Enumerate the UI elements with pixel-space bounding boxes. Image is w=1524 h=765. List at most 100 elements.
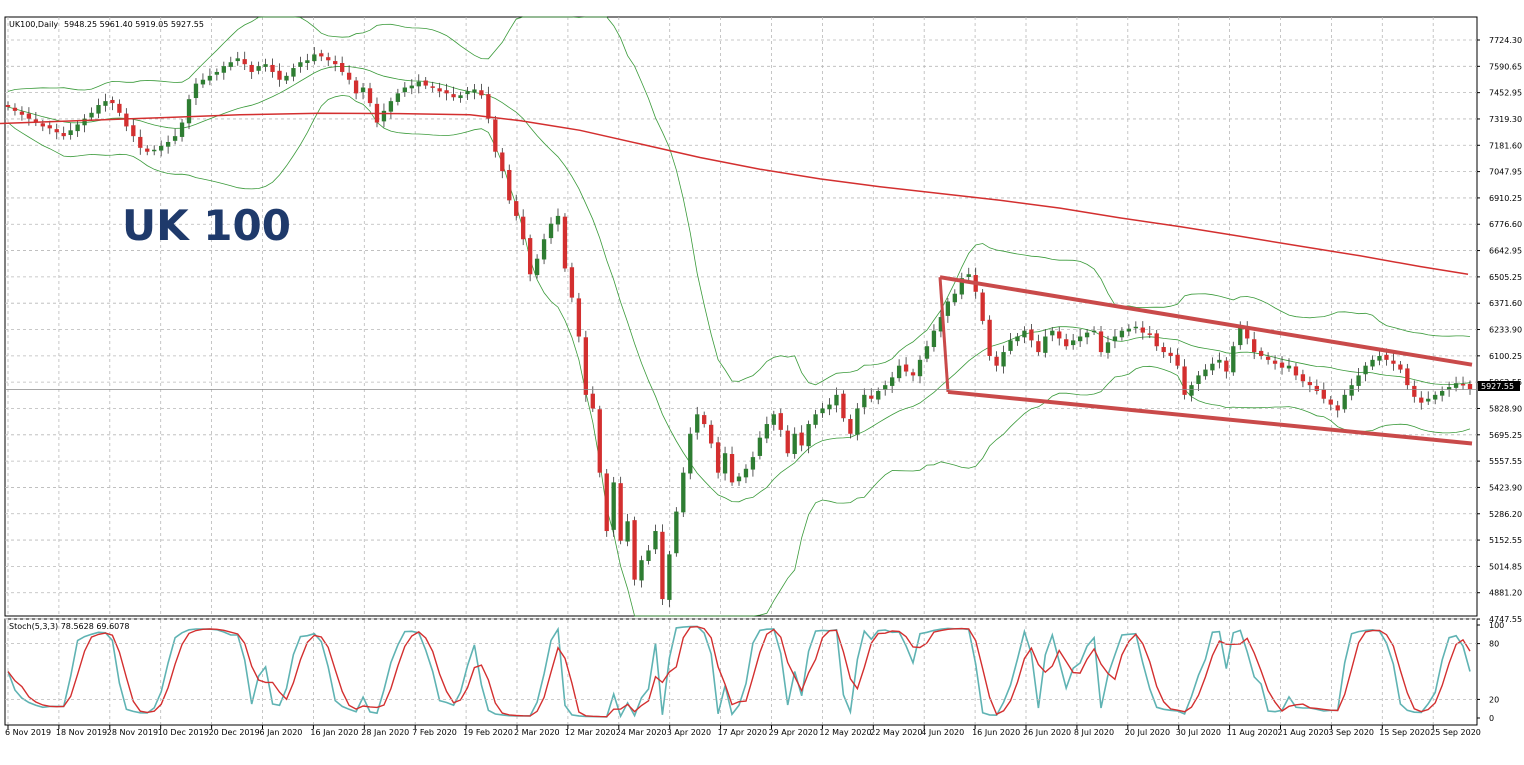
candle-bull: [416, 81, 421, 87]
candle-bear: [632, 520, 637, 580]
candle-bear: [444, 90, 449, 94]
time-tick-label: 19 Feb 2020: [463, 728, 513, 737]
stoch-axis: 100 80 20 0: [5, 621, 1504, 723]
price-tick-label: 6505.25: [1489, 273, 1522, 282]
price-tick-label: 6776.60: [1489, 220, 1522, 229]
price-tick-label: 5286.20: [1489, 510, 1522, 519]
candle-bull: [555, 215, 561, 225]
candle-bull: [966, 274, 971, 277]
candle-bull: [827, 404, 832, 410]
candle-bull: [395, 93, 401, 102]
candle-bear: [326, 57, 331, 61]
candle-bear: [660, 531, 665, 600]
candle-bull: [792, 433, 797, 454]
time-tick-label: 29 Apr 2020: [769, 728, 818, 737]
candle-bear: [1029, 329, 1034, 341]
candle-bear: [590, 393, 595, 409]
candle-bull: [1126, 328, 1132, 332]
candle-bear: [145, 148, 150, 152]
candle-bull: [263, 64, 268, 67]
candle-bull: [82, 118, 87, 126]
channel-upper-line: [939, 275, 1473, 367]
candle-bear: [117, 103, 122, 113]
time-tick-label: 12 May 2020: [819, 728, 871, 737]
candle-bear: [1398, 364, 1403, 370]
candle-bear: [33, 119, 39, 123]
candle-bear: [26, 113, 32, 119]
candle-bull: [75, 124, 80, 132]
time-tick-label: 17 Apr 2020: [718, 728, 767, 737]
price-tick-label: 5152.55: [1489, 536, 1522, 545]
candle-bear: [319, 53, 324, 57]
candle-bull: [883, 385, 888, 390]
price-tick-label: 7724.30: [1489, 36, 1522, 45]
price-tick-label: 5423.90: [1489, 483, 1522, 492]
candle-bull: [1210, 363, 1215, 371]
candle-bear: [451, 94, 456, 98]
candle-bear: [1391, 360, 1396, 364]
candle-bull: [1203, 369, 1208, 377]
candle-bull: [472, 89, 477, 93]
candle-bear: [54, 129, 59, 133]
time-tick-label: 10 Dec 2019: [158, 728, 209, 737]
candle-bull: [896, 365, 902, 379]
price-tick-label: 6642.95: [1489, 247, 1522, 256]
candle-bull: [1453, 383, 1459, 388]
price-tick-label: 6233.90: [1489, 326, 1522, 335]
candle-bull: [674, 511, 679, 554]
stoch-tick-label: 20: [1489, 695, 1499, 704]
candle-bear: [437, 88, 442, 92]
candle-bull: [200, 79, 206, 85]
candle-bear: [1265, 356, 1271, 360]
candle-bear: [527, 238, 533, 275]
candle-bull: [228, 62, 233, 67]
candle-bear: [242, 59, 247, 65]
candle-bear: [1224, 360, 1229, 372]
candle-bull: [541, 239, 547, 260]
candle-bull: [96, 105, 101, 114]
candle-bear: [430, 86, 435, 88]
candle-bull: [938, 317, 944, 332]
candle-bull: [1433, 394, 1438, 400]
grid: [5, 17, 1477, 724]
candle-bear: [346, 72, 352, 80]
candle-bear: [702, 415, 707, 425]
candle-bull: [1349, 385, 1354, 396]
price-tick-label: 7452.95: [1489, 89, 1522, 98]
time-tick-label: 4 Jun 2020: [921, 728, 964, 737]
candle-bear: [987, 319, 992, 356]
candle-bear: [562, 216, 568, 269]
candle-bull: [743, 468, 749, 478]
candle-bull: [876, 390, 881, 400]
candle-bull: [959, 278, 964, 295]
time-axis: 6 Nov 2019 18 Nov 2019 28 Nov 2019 10 Dec 2…: [5, 725, 1481, 737]
candle-bear: [270, 64, 275, 72]
time-tick-label: 26 Jun 2020: [1023, 728, 1071, 737]
candle-bull: [750, 457, 756, 470]
bollinger-upper: [7, 16, 1471, 386]
candle-bull: [695, 414, 700, 433]
candle-bear: [618, 483, 623, 541]
candle-bull: [1426, 398, 1431, 402]
time-tick-label: 3 Apr 2020: [667, 728, 711, 737]
candle-bull: [1446, 387, 1452, 390]
candle-bear: [1098, 331, 1104, 353]
candle-bull: [256, 66, 261, 71]
price-tick-label: 5695.25: [1489, 431, 1522, 440]
candle-bull: [1196, 375, 1201, 384]
candle-bear: [1419, 397, 1424, 403]
candle-bull: [625, 521, 630, 542]
channel-left-edge: [938, 277, 950, 393]
candle-bear: [1161, 347, 1166, 353]
stochastic-oscillator: [7, 625, 1471, 719]
price-tick-label: 7590.65: [1489, 62, 1522, 71]
candle-bull: [667, 554, 672, 600]
candle-bull: [1231, 346, 1236, 373]
candle-bull: [771, 414, 776, 425]
candle-bear: [729, 453, 735, 483]
candle-bear: [333, 61, 338, 65]
candle-bear: [604, 473, 609, 532]
candle-bear: [848, 418, 853, 434]
candle-bear: [1412, 385, 1417, 397]
candle-bull: [298, 62, 303, 67]
